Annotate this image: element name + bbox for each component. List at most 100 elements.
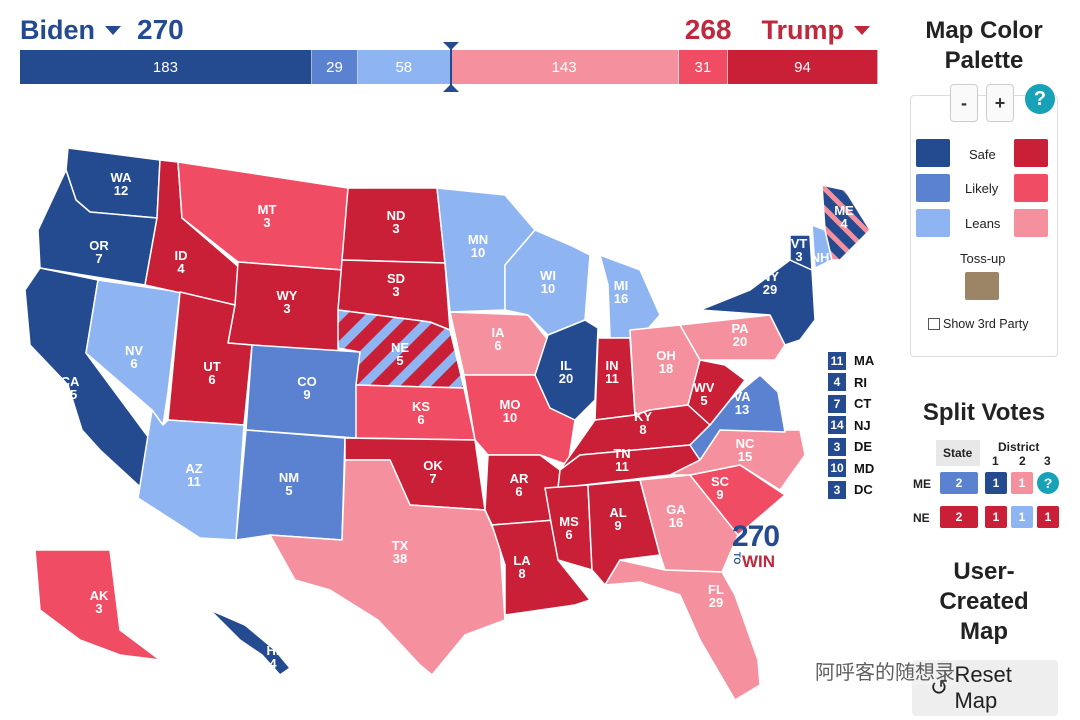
me-d2-box[interactable]: 1 [1011, 472, 1033, 494]
chevron-down-icon[interactable] [854, 25, 870, 35]
small-state-ct[interactable]: 7 CT [828, 393, 874, 415]
small-state-nj[interactable]: 14 NJ [828, 415, 874, 437]
small-state-abbr: NJ [854, 417, 871, 433]
state-ev: 10 [471, 245, 485, 260]
state-ev: 6 [208, 372, 215, 387]
small-states-list: 11 MA 4 RI 7 CT 14 NJ 3 DE 10 MD 3 DC [828, 350, 874, 501]
state-ev: 8 [639, 422, 646, 437]
ne-d1-box[interactable]: 1 [985, 506, 1007, 528]
small-state-md[interactable]: 10 MD [828, 458, 874, 480]
checkbox[interactable] [928, 318, 940, 330]
state-ms[interactable]: MS6 [544, 484, 593, 571]
state-label: ND [387, 208, 406, 223]
state-ev: 3 [283, 301, 290, 316]
tossup-swatch[interactable] [965, 272, 999, 300]
me-d1-box[interactable]: 1 [985, 472, 1007, 494]
ne-d2-box[interactable]: 1 [1011, 506, 1033, 528]
leans-dem-swatch[interactable] [916, 209, 950, 237]
state-label: AK [90, 588, 109, 603]
state-ev: 8 [518, 566, 525, 581]
trump-header[interactable]: 268 Trump [685, 14, 880, 46]
state-label: FL [708, 582, 724, 597]
small-state-abbr: RI [854, 374, 867, 390]
zoom-in-button[interactable]: + [986, 84, 1014, 122]
state-ev: 55 [63, 387, 77, 402]
split-me-label: ME [913, 477, 931, 491]
ne-state-box[interactable]: 2 [940, 506, 978, 528]
help-icon[interactable]: ? [1037, 472, 1059, 494]
state-ks[interactable]: KS6 [355, 384, 476, 441]
state-label: MT [258, 202, 277, 217]
trump-name: Trump [761, 14, 844, 45]
state-label: OH [656, 348, 676, 363]
safe-dem-swatch[interactable] [916, 139, 950, 167]
state-hi[interactable]: HI4 [209, 609, 291, 676]
likely-label: Likely [965, 181, 999, 196]
state-ev: 11 [615, 459, 629, 474]
state-co[interactable]: CO9 [245, 344, 361, 439]
small-state-ev: 7 [828, 394, 846, 413]
safe-rep-swatch[interactable] [1014, 139, 1048, 167]
help-icon[interactable]: ? [1025, 84, 1055, 114]
chevron-down-icon[interactable] [105, 25, 122, 35]
state-label: IN [606, 358, 619, 373]
small-state-ev: 11 [828, 351, 846, 370]
likely-dem-swatch[interactable] [916, 174, 950, 202]
show-3rd-party-toggle[interactable]: Show 3rd Party [928, 317, 1028, 331]
trump-score: 268 [684, 14, 732, 45]
state-label: SD [387, 271, 405, 286]
state-label: UT [203, 359, 220, 374]
state-ar[interactable]: AR6 [484, 454, 561, 526]
state-wy[interactable]: WY3 [227, 261, 344, 353]
me-state-box[interactable]: 2 [940, 472, 978, 494]
state-me[interactable]: ME4 [821, 184, 871, 261]
biden-header[interactable]: Biden 270 [20, 14, 184, 46]
small-state-abbr: MD [854, 460, 875, 476]
small-state-ev: 4 [828, 373, 846, 392]
state-label: VA [733, 389, 751, 404]
state-ia[interactable]: IA6 [449, 311, 549, 376]
state-label: TN [613, 446, 630, 461]
leans-label: Leans [965, 216, 1001, 231]
zoom-out-button[interactable]: - [950, 84, 978, 122]
state-ev: 3 [392, 284, 399, 299]
split-votes-title: Split Votes [922, 399, 1046, 426]
bar-segment-1: 29 [311, 50, 359, 84]
state-ak[interactable]: AK3 [34, 549, 161, 661]
state-ev: 3 [263, 215, 270, 230]
state-nd[interactable]: ND3 [341, 187, 446, 264]
small-state-ri[interactable]: 4 RI [828, 372, 874, 394]
small-state-ma[interactable]: 11 MA [828, 350, 874, 372]
ne-d3-box[interactable]: 1 [1037, 506, 1059, 528]
state-label: WY [277, 288, 298, 303]
likely-rep-swatch[interactable] [1014, 174, 1048, 202]
small-state-dc[interactable]: 3 DC [828, 479, 874, 501]
state-or[interactable]: OR7 [37, 169, 158, 286]
small-state-de[interactable]: 3 DE [828, 436, 874, 458]
reset-map-button[interactable]: ↺ Reset Map [912, 660, 1058, 716]
state-ev: 6 [494, 338, 501, 353]
state-nm[interactable]: NM5 [235, 429, 346, 541]
leans-rep-swatch[interactable] [1014, 209, 1048, 237]
small-state-ev: 14 [828, 416, 846, 435]
safe-label: Safe [969, 147, 996, 162]
state-mt[interactable]: MT3 [177, 161, 349, 271]
state-ev: 4 [840, 216, 848, 231]
state-label: WV [694, 380, 715, 395]
state-label: WI [540, 268, 556, 283]
state-label: CA [61, 374, 80, 389]
state-vt[interactable]: VT3 [789, 234, 813, 271]
state-sd[interactable]: SD3 [337, 259, 451, 331]
